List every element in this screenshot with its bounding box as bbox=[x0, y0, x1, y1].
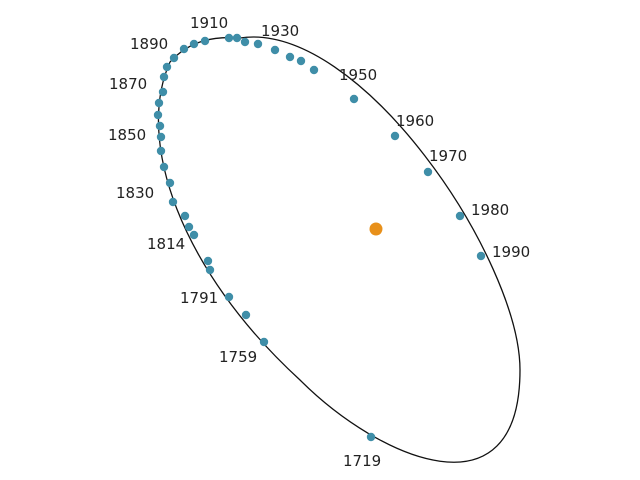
year-label-1980: 1980 bbox=[471, 201, 509, 219]
orbit-points-group bbox=[153, 33, 486, 442]
orbit-point bbox=[159, 72, 169, 82]
orbit-point bbox=[224, 33, 234, 43]
orbit-point bbox=[180, 211, 190, 221]
orbit-point bbox=[390, 131, 400, 141]
orbit-point bbox=[169, 53, 179, 63]
orbit-point bbox=[162, 62, 172, 72]
year-label-1990: 1990 bbox=[492, 243, 530, 261]
year-label-1970: 1970 bbox=[429, 147, 467, 165]
orbit-point bbox=[240, 37, 250, 47]
orbit-point bbox=[241, 310, 251, 320]
orbit-point bbox=[159, 162, 169, 172]
orbit-point bbox=[168, 197, 178, 207]
orbit-point bbox=[156, 132, 166, 142]
year-label-1960: 1960 bbox=[396, 112, 434, 130]
orbit-point bbox=[205, 265, 215, 275]
orbit-point bbox=[165, 178, 175, 188]
year-label-1870: 1870 bbox=[109, 75, 147, 93]
orbit-point bbox=[179, 44, 189, 54]
orbit-point bbox=[155, 121, 165, 131]
orbit-point bbox=[270, 45, 280, 55]
year-label-1850: 1850 bbox=[108, 126, 146, 144]
orbit-point bbox=[296, 56, 306, 66]
orbit-point bbox=[366, 432, 376, 442]
year-label-1930: 1930 bbox=[261, 22, 299, 40]
orbit-point bbox=[184, 222, 194, 232]
orbit-point bbox=[224, 292, 234, 302]
orbit-point bbox=[232, 33, 242, 43]
orbit-point bbox=[156, 146, 166, 156]
orbit-point bbox=[153, 110, 163, 120]
orbit-path bbox=[157, 36, 521, 463]
central-body-marker bbox=[369, 222, 383, 236]
orbit-point bbox=[309, 65, 319, 75]
year-label-1890: 1890 bbox=[130, 35, 168, 53]
orbit-point bbox=[423, 167, 433, 177]
orbit-point bbox=[349, 94, 359, 104]
year-label-1791: 1791 bbox=[180, 289, 218, 307]
orbit-point bbox=[189, 39, 199, 49]
year-label-1719: 1719 bbox=[343, 452, 381, 470]
orbit-point bbox=[476, 251, 486, 261]
orbit-point bbox=[259, 337, 269, 347]
orbit-point bbox=[189, 230, 199, 240]
year-label-1759: 1759 bbox=[219, 348, 257, 366]
orbit-point bbox=[200, 36, 210, 46]
orbit-point bbox=[253, 39, 263, 49]
orbit-point bbox=[285, 52, 295, 62]
orbit-point bbox=[203, 256, 213, 266]
year-label-1814: 1814 bbox=[147, 235, 185, 253]
orbit-point bbox=[455, 211, 465, 221]
year-label-1950: 1950 bbox=[339, 66, 377, 84]
orbit-point bbox=[154, 98, 164, 108]
year-label-1910: 1910 bbox=[190, 14, 228, 32]
orbit-point bbox=[158, 87, 168, 97]
year-label-1830: 1830 bbox=[116, 184, 154, 202]
